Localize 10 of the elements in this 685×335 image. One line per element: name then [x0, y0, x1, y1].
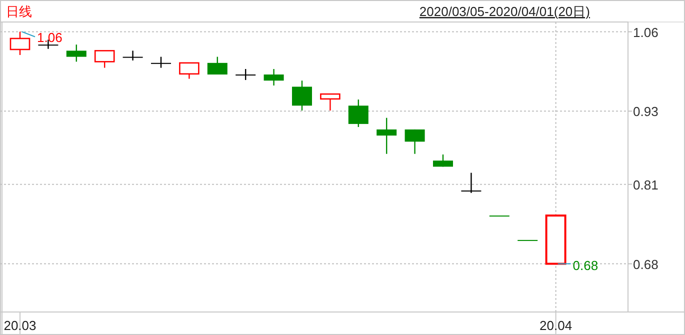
y-tick-label: 0.81 [633, 177, 658, 192]
y-tick-label: 0.93 [633, 104, 658, 120]
text: 0.68 [572, 258, 598, 273]
chart-subtitle: 2020/03/05-2020/04/01(20日) [419, 4, 590, 19]
x-tick-label: 20.03 [4, 318, 36, 333]
y-tick-label: 0.68 [633, 256, 658, 272]
annotation: 1.06 [37, 30, 62, 45]
y-tick-label: 1.06 [633, 24, 658, 40]
chart-title: 日线 [6, 4, 32, 19]
x-tick-label: 20.04 [540, 318, 572, 333]
